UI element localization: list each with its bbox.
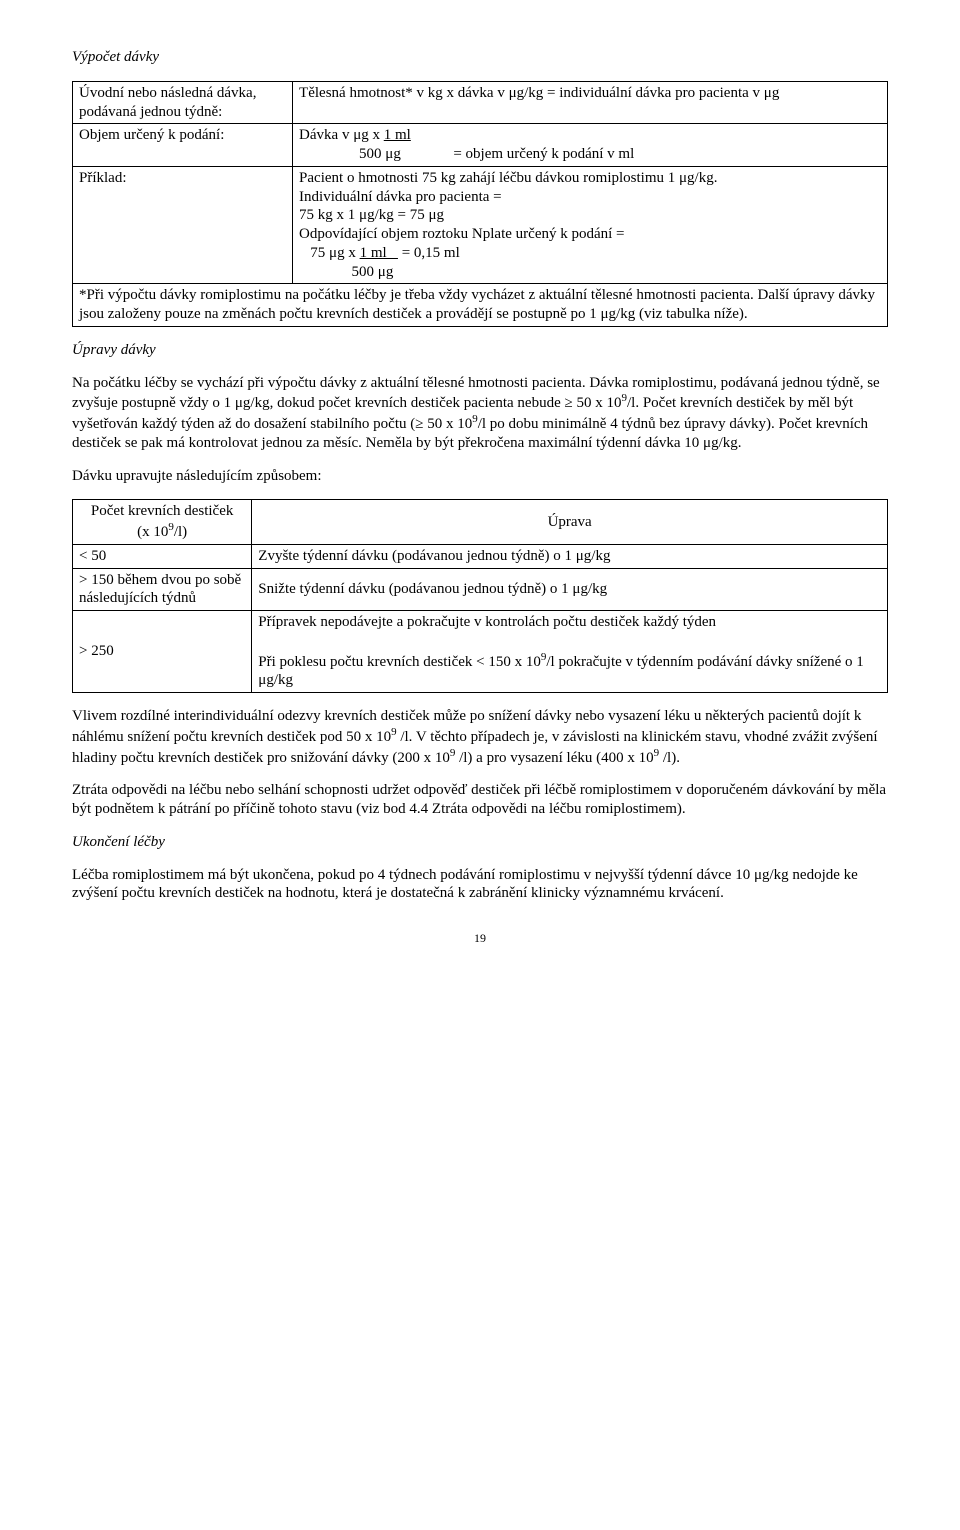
p3c: /l) a pro vysazení léku (400 x 10	[455, 750, 653, 766]
t2-r1c2: Zvyšte týdenní dávku (podávanou jednou t…	[252, 544, 888, 568]
heading-ukonceni: Ukončení léčby	[72, 833, 888, 852]
t1-r3c1: Příklad:	[73, 166, 293, 284]
t2-h1: Počet krevních destiček (x 109/l)	[73, 500, 252, 545]
t1-r2c2: Dávka v μg x 1 ml 500 μg = objem určený …	[293, 124, 888, 167]
t1-r3c2f: 500 μg	[299, 264, 393, 280]
t1-r1c1: Úvodní nebo následná dávka, podávaná jed…	[73, 81, 293, 124]
table-uprava: Počet krevních destiček (x 109/l) Úprava…	[72, 499, 888, 693]
t1-r2c2u: 1 ml	[384, 127, 411, 143]
t1-r3c2d: Odpovídající objem roztoku Nplate určený…	[299, 226, 624, 242]
t2-h1a: Počet krevních destiček	[91, 503, 233, 519]
t1-r3c2e-a: 75 μg x	[299, 245, 360, 261]
paragraph-ukonceni: Léčba romiplostimem má být ukončena, pok…	[72, 866, 888, 904]
t2-r3c2b-a: Při poklesu počtu krevních destiček < 15…	[258, 654, 541, 670]
page-number: 19	[72, 931, 888, 946]
table-vypocet-davky: Úvodní nebo následná dávka, podávaná jed…	[72, 81, 888, 327]
t1-r3c2e-b: = 0,15 ml	[398, 245, 460, 261]
t1-footnote: *Při výpočtu dávky romiplostimu na počát…	[73, 284, 888, 327]
t2-r2c2: Snižte týdenní dávku (podávanou jednou t…	[252, 568, 888, 611]
t1-r3c2c: 75 kg x 1 μg/kg = 75 μg	[299, 207, 444, 223]
t2-h1b: (x 10	[137, 524, 168, 540]
t1-r3c2b: Individuální dávka pro pacienta =	[299, 189, 502, 205]
p3d: /l).	[659, 750, 680, 766]
t2-h1c: /l)	[174, 524, 187, 540]
t2-r3c2: Přípravek nepodávejte a pokračujte v kon…	[252, 611, 888, 693]
heading-upravy-davky: Úpravy dávky	[72, 341, 888, 360]
heading-vypocet-davky: Výpočet dávky	[72, 48, 888, 67]
t1-r2c2a: Dávka v μg x	[299, 127, 384, 143]
t2-h2: Úprava	[252, 500, 888, 545]
t1-r3c2: Pacient o hmotnosti 75 kg zahájí léčbu d…	[293, 166, 888, 284]
t1-r1c2: Tělesná hmotnost* v kg x dávka v μg/kg =…	[293, 81, 888, 124]
t2-r3c1: > 250	[73, 611, 252, 693]
paragraph-ztrata: Ztráta odpovědi na léčbu nebo selhání sc…	[72, 781, 888, 819]
t2-r2c1: > 150 během dvou po sobě následujících t…	[73, 568, 252, 611]
t2-r1c1: < 50	[73, 544, 252, 568]
t1-r3c2a: Pacient o hmotnosti 75 kg zahájí léčbu d…	[299, 170, 717, 186]
paragraph-vlivem: Vlivem rozdílné interindividuální odezvy…	[72, 707, 888, 767]
t1-r2c1: Objem určený k podání:	[73, 124, 293, 167]
t1-r2c2b: 500 μg = objem určený k podání v ml	[299, 146, 634, 162]
t1-r3c2e-u: 1 ml	[360, 245, 398, 261]
paragraph-upravy-1: Na počátku léčby se vychází při výpočtu …	[72, 374, 888, 453]
paragraph-upravujte: Dávku upravujte následujícím způsobem:	[72, 467, 888, 486]
t2-r3c2a: Přípravek nepodávejte a pokračujte v kon…	[258, 614, 716, 630]
